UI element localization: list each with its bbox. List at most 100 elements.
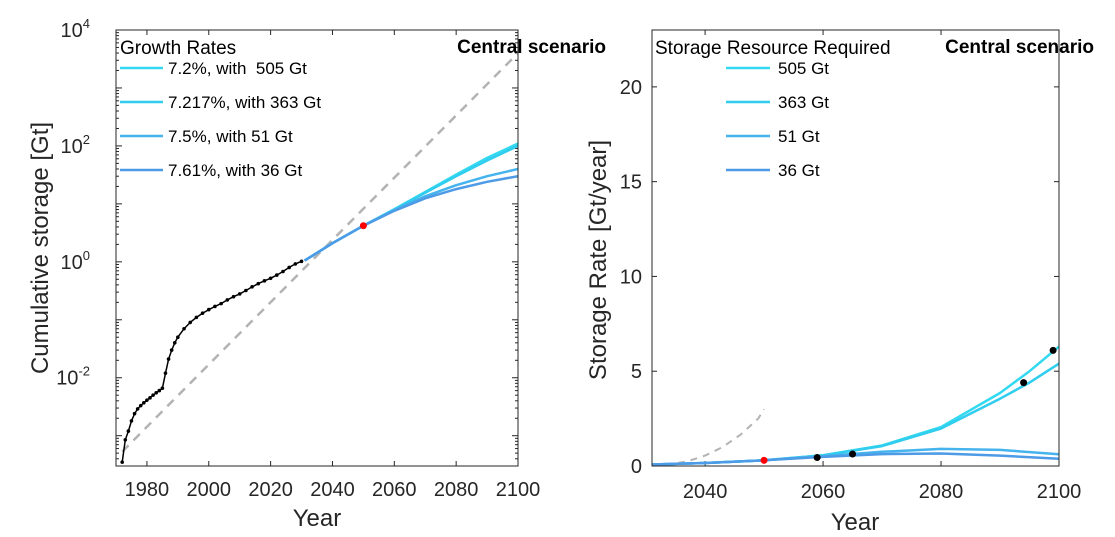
legend-title-clip-right: Storage Resource Required xyxy=(655,38,891,59)
legend-title-right: Storage Resource Required xyxy=(655,38,891,59)
x-axis-label-right: Year xyxy=(831,509,880,536)
marker-2050-left xyxy=(359,222,367,230)
panel-storage-rate: 2040 2060 2080 2100 0 5 10 15 20 Year Storage R… xyxy=(585,29,1094,536)
y-tick-labels-right: 0 5 10 15 20 xyxy=(620,77,642,478)
historical-point-2014 xyxy=(250,285,254,289)
y-tick-label-right-5: 5 xyxy=(631,361,642,383)
peak-marker-0 xyxy=(813,453,821,461)
legend-label-right-2: 51 Gt xyxy=(778,127,820,146)
historical-point-1984 xyxy=(157,388,162,393)
annotation-central-scenario-left: Central scenario xyxy=(457,37,606,58)
legend-label-right-3: 36 Gt xyxy=(778,161,820,180)
historical-point-1986 xyxy=(163,371,168,375)
historical-point-2004 xyxy=(219,301,223,306)
plot-lines-left xyxy=(120,52,518,464)
historical-point-2020 xyxy=(268,276,273,281)
panel-cumulative-storage: 1980 2000 2020 2040 2060 2080 2100 10-21001021… xyxy=(27,16,606,532)
peak-marker-2 xyxy=(1020,379,1028,387)
legend-title-left: Growth Rates xyxy=(120,38,236,59)
x-tick-label-right-2040: 2040 xyxy=(683,481,728,503)
historical-point-2022 xyxy=(275,273,279,277)
x-tick-label-right-2060: 2060 xyxy=(801,481,846,503)
annotation-central-scenario-right: Central scenario xyxy=(945,37,1094,58)
series-line-left-3 xyxy=(303,174,518,262)
historical-point-2016 xyxy=(256,281,261,286)
historical-point-1979 xyxy=(142,400,146,405)
legend-label-left-1: 7.217%, with 363 Gt xyxy=(168,93,321,112)
historical-point-1992 xyxy=(182,326,186,331)
historical-point-1988 xyxy=(169,348,174,352)
historical-point-1978 xyxy=(138,403,143,408)
y-axis-label-right: Storage Rate [Gt/year] xyxy=(585,140,612,380)
historical-point-1981 xyxy=(148,396,152,400)
historical-point-2010 xyxy=(237,292,242,296)
historical-point-1989 xyxy=(172,341,177,345)
peak-marker-1 xyxy=(849,450,857,458)
y-tick-labels-left: 10-2 100 102 104 xyxy=(56,16,90,390)
historical-point-1990 xyxy=(176,335,180,340)
historical-point-2030 xyxy=(299,259,304,264)
historical-point-2008 xyxy=(231,294,236,299)
historical-point-1985 xyxy=(160,386,165,390)
legend-right: Storage Resource Required 505 Gt 363 Gt 51… xyxy=(655,38,891,180)
y-axis-label-left: Cumulative storage [Gt] xyxy=(27,122,54,374)
historical-point-1977 xyxy=(135,407,140,411)
historical-point-2028 xyxy=(293,262,298,266)
historical-point-1972 xyxy=(120,460,124,464)
x-tick-labels-left: 1980 2000 2020 2040 2060 2080 2100 xyxy=(125,479,541,501)
historical-point-2006 xyxy=(225,298,230,302)
historical-point-1994 xyxy=(188,320,193,325)
legend-label-left-3: 7.61%, with 36 Gt xyxy=(168,161,302,180)
historical-point-1983 xyxy=(154,390,158,395)
historical-point-1974 xyxy=(126,429,131,433)
x-tick-label-right-2100: 2100 xyxy=(1037,481,1082,503)
x-tick-label-2100: 2100 xyxy=(496,479,541,501)
y-tick-label-2: 102 xyxy=(61,132,90,158)
historical-point-2026 xyxy=(287,265,291,270)
y-tick-label-1: 100 xyxy=(61,248,90,274)
y-tick-label-3: 104 xyxy=(61,16,90,42)
historical-point-1987 xyxy=(166,357,171,361)
legend-label-left-0: 7.2%, with 505 Gt xyxy=(168,59,307,78)
legend-label-left-2: 7.5%, with 51 Gt xyxy=(168,127,293,146)
axes-box-left xyxy=(115,29,519,467)
historical-point-2012 xyxy=(244,288,248,293)
legend-left: Growth Rates 7.2%, with 505 Gt 7.217%, wi… xyxy=(120,38,321,180)
y-tick-label-right-10: 10 xyxy=(620,266,642,288)
historical-point-1980 xyxy=(145,398,149,402)
x-tick-labels-right: 2040 2060 2080 2100 xyxy=(683,481,1081,503)
y-tick-label-right-0: 0 xyxy=(631,456,642,478)
peak-marker-3 xyxy=(1049,346,1057,354)
x-axis-label-left: Year xyxy=(293,505,342,532)
historical-point-1975 xyxy=(129,419,134,423)
historical-point-2018 xyxy=(262,279,267,283)
legend-label-right-1: 363 Gt xyxy=(778,93,829,112)
x-tick-label-2040: 2040 xyxy=(310,479,355,501)
y-tick-label-right-20: 20 xyxy=(620,77,642,99)
x-tick-label-1980: 1980 xyxy=(125,479,170,501)
x-tick-label-2020: 2020 xyxy=(248,479,293,501)
plot-area-right xyxy=(652,30,1059,466)
x-tick-label-right-2080: 2080 xyxy=(919,481,964,503)
historical-point-2024 xyxy=(281,269,285,274)
y-tick-exponent-3: 4 xyxy=(83,16,90,31)
y-tick-exponent-0: -2 xyxy=(78,364,90,379)
historical-point-1996 xyxy=(194,315,199,320)
x-tick-label-2080: 2080 xyxy=(434,479,479,501)
historical-point-1998 xyxy=(200,311,205,315)
plot-lines-right xyxy=(652,345,1059,466)
plot-area-left xyxy=(116,30,518,466)
x-tick-label-2060: 2060 xyxy=(372,479,417,501)
legend-label-right-0: 505 Gt xyxy=(778,59,829,78)
x-tick-label-2000: 2000 xyxy=(187,479,232,501)
y-tick-label-right-15: 15 xyxy=(620,172,642,194)
axes-box-right xyxy=(651,29,1060,467)
historical-point-2002 xyxy=(213,304,217,309)
historical-point-1976 xyxy=(132,411,137,416)
historical-point-2000 xyxy=(206,307,211,312)
y-tick-label-0: 10-2 xyxy=(56,364,90,390)
y-tick-exponent-2: 2 xyxy=(83,132,90,147)
historical-point-1973 xyxy=(123,437,128,442)
y-tick-exponent-1: 0 xyxy=(83,248,90,263)
